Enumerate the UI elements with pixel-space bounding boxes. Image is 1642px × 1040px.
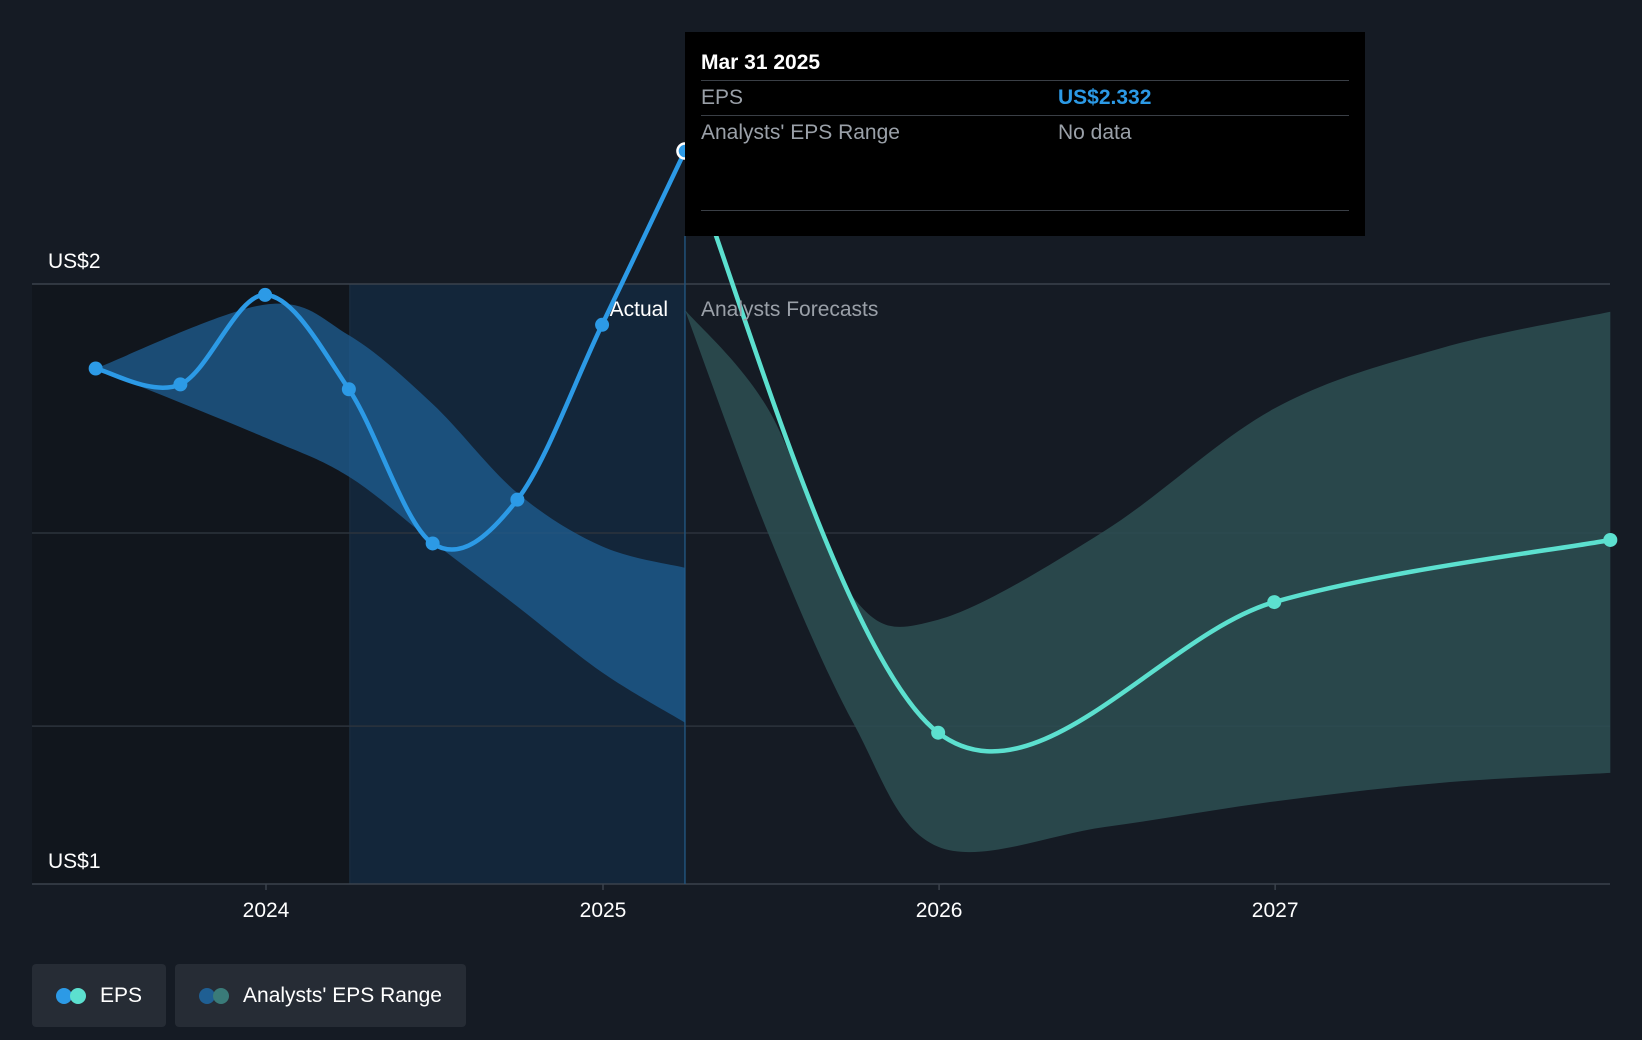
eps-point-forecast-1[interactable] (931, 725, 946, 740)
range-legend-icon (199, 987, 231, 1004)
analyst-range-areas (95, 303, 1611, 853)
x-axis-ticks: 2024 2025 2026 2027 (243, 884, 1299, 922)
x-tick-label-2027: 2027 (1252, 899, 1299, 922)
tooltip-eps-row: EPS US$2.332 (701, 81, 1349, 116)
forecast-label: Analysts Forecasts (701, 298, 878, 321)
eps-point-actual-5[interactable] (510, 492, 525, 507)
eps-chart: US$2 US$1 Actual Analysts Forecasts 2024… (32, 142, 1618, 922)
x-tick-label-2026: 2026 (916, 899, 963, 922)
hover-tooltip: Mar 31 2025 EPS US$2.332 Analysts' EPS R… (685, 32, 1365, 236)
eps-point-forecast-2[interactable] (1267, 595, 1282, 610)
eps-point-actual-1[interactable] (173, 377, 188, 392)
tooltip-range-value: No data (1058, 121, 1132, 144)
eps-point-forecast-3[interactable] (1603, 532, 1618, 547)
legend-analyst-range[interactable]: Analysts' EPS Range (175, 964, 466, 1027)
eps-point-actual-6[interactable] (595, 317, 610, 332)
chart-labels: US$2 US$1 Actual Analysts Forecasts (48, 250, 878, 873)
forecast-analyst-range (684, 309, 1611, 853)
x-tick-label-2024: 2024 (243, 899, 290, 922)
actual-label: Actual (610, 298, 668, 321)
past-analyst-range (95, 303, 685, 723)
chart-legend: EPS Analysts' EPS Range (32, 964, 466, 1027)
legend-range-label: Analysts' EPS Range (243, 983, 442, 1007)
tooltip-range-row: Analysts' EPS Range No data (701, 116, 1349, 150)
y-tick-label-top: US$2 (48, 250, 101, 273)
eps-point-actual-3[interactable] (341, 382, 356, 397)
eps-line-forecast (682, 148, 1613, 754)
legend-eps[interactable]: EPS (32, 964, 167, 1027)
tooltip-date: Mar 31 2025 (701, 46, 1349, 81)
x-tick-label-2025: 2025 (580, 899, 627, 922)
eps-point-actual-2[interactable] (258, 287, 273, 302)
legend-eps-label: EPS (100, 983, 143, 1007)
eps-point-actual-4[interactable] (425, 536, 440, 551)
y-tick-label-bottom: US$1 (48, 850, 101, 873)
tooltip-range-label: Analysts' EPS Range (701, 121, 900, 144)
tooltip-eps-value: US$2.332 (1058, 86, 1152, 109)
tooltip-divider (701, 150, 1349, 211)
eps-markers[interactable] (88, 142, 1618, 740)
tooltip-eps-label: EPS (701, 86, 744, 109)
eps-legend-icon (56, 987, 88, 1004)
eps-point-actual-0[interactable] (88, 361, 103, 376)
